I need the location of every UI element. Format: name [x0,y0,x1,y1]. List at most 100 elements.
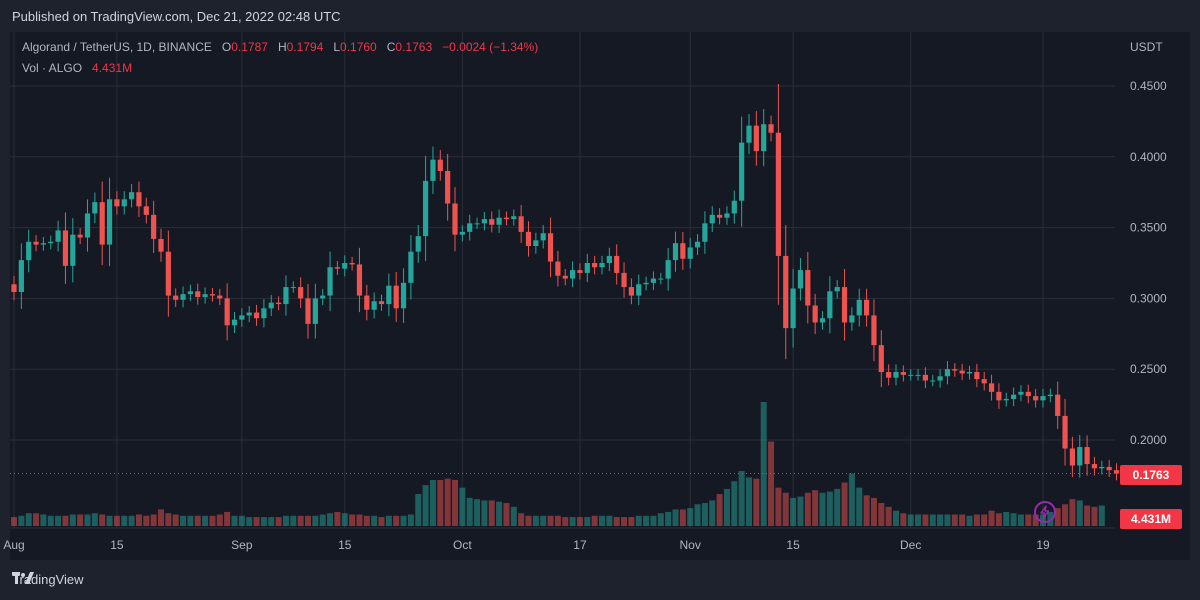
candle-body [981,379,987,384]
x-tick-label: 19 [1036,538,1050,552]
x-tick-label: Dec [900,538,921,552]
volume-bar [55,515,62,526]
volume-bar [584,517,591,526]
candle-body [812,305,818,323]
candle-body [268,302,274,309]
candle-body [650,278,657,283]
volume-bar [540,515,547,526]
volume-bar [349,514,356,526]
volume-bar [429,479,436,526]
volume-bar [312,515,319,526]
close-label: C [386,40,396,54]
volume-bar [121,515,128,526]
volume-bar [407,514,414,526]
candle-body [312,298,318,324]
x-tick-label: Oct [453,538,472,552]
volume-bar [665,511,672,526]
candle-body [643,282,649,285]
candle-body [761,124,767,152]
candle-body [665,260,671,279]
candle-body [217,295,223,299]
volume-bar [481,500,488,526]
candle-body [246,312,252,316]
volume-bar [760,402,767,526]
symbol-label[interactable]: Algorand / TetherUS, 1D, BINANCE [22,40,212,54]
candle-body [944,369,951,377]
volume-bar [91,513,98,526]
volume-bar [782,492,789,526]
last-price-tag: 0.1763 [1120,465,1182,485]
volume-bar [327,513,334,526]
volume-bar [385,515,392,526]
candle-body [790,288,796,329]
volume-bar [84,514,91,526]
candle-body [584,263,590,273]
low-label: L [333,40,341,54]
candle-body [525,231,532,247]
candle-body [775,132,781,256]
candle-body [1055,394,1061,416]
candle-body [452,203,458,235]
candle-body [1069,448,1075,466]
volume-bar [863,495,870,526]
volume-bar [393,515,400,526]
volume-bar [11,517,17,526]
candle-body [577,270,583,273]
volume-bar [951,514,958,526]
candle-body [592,263,598,268]
volume-bar [25,513,32,526]
volume-bar [591,515,598,526]
candle-body [180,294,186,300]
candle-body [827,291,833,319]
volume-bar [547,515,554,526]
candle-body [92,202,98,214]
y-tick-label: 0.4000 [1130,150,1167,164]
volume-bar [319,514,326,526]
candle-body [768,124,774,133]
volume-bar [635,515,642,526]
candle-body [570,270,576,279]
candle-body [33,241,39,245]
volume-value: 4.431M [92,61,133,75]
volume-bar [848,473,855,526]
high-label: H [277,40,287,54]
volume-bar [834,488,841,526]
candle-body [55,230,61,242]
candle-body [1099,466,1105,469]
volume-bar [900,513,907,526]
candle-body [121,199,127,207]
candle-body [1113,470,1120,474]
x-tick-label: Aug [3,538,24,552]
volume-bar [790,497,797,526]
volume-bar [437,479,444,526]
x-tick-label: 15 [338,538,352,552]
volume-bar [1084,505,1091,526]
volume-bar [290,515,297,526]
candle-body [459,231,465,235]
volume-legend[interactable]: Vol · ALGO 4.431M [22,61,132,75]
candle-body [136,192,142,207]
candle-body [1091,464,1098,469]
volume-bar [165,513,172,526]
candle-body [606,255,612,263]
candle-body [680,243,686,259]
volume-bar [202,515,209,526]
candle-body [283,287,289,305]
volume-bar [187,515,194,526]
volume-bar [510,506,517,526]
volume-bar [356,514,363,526]
tradingview-brand[interactable]: TradingView [12,572,84,587]
candle-body [290,287,296,289]
candle-body [386,285,392,305]
ohlc-legend[interactable]: Algorand / TetherUS, 1D, BINANCE O0.1787… [22,40,538,54]
lightning-icon[interactable] [1034,501,1056,523]
volume-bar [628,517,635,526]
candle-body [99,202,105,245]
volume-bar [378,517,385,526]
volume-bar [944,514,951,526]
volume-bar [709,500,716,526]
volume-bar [731,481,738,526]
currency-unit[interactable]: USDT [1130,40,1163,54]
candle-body [966,372,973,374]
